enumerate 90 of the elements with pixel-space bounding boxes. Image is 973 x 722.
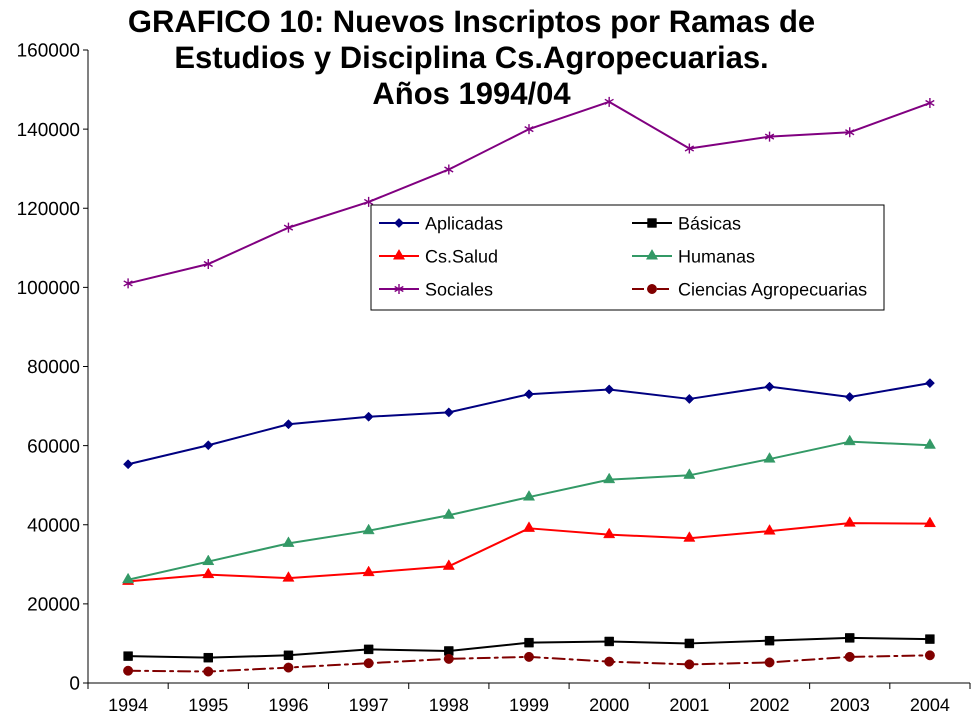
x-tick-label: 2002	[750, 695, 790, 715]
point	[924, 438, 936, 449]
point	[844, 516, 856, 527]
x-tick-label: 1996	[268, 695, 308, 715]
point	[362, 566, 375, 576]
point	[924, 650, 935, 660]
point	[444, 164, 454, 176]
point	[203, 666, 214, 676]
x-tick-label: 2000	[589, 695, 630, 715]
point	[844, 434, 856, 446]
point	[444, 654, 454, 664]
point	[523, 522, 535, 532]
point	[282, 536, 294, 547]
point	[362, 524, 375, 534]
legend-label: Básicas	[678, 213, 742, 234]
point	[764, 524, 776, 535]
point	[604, 96, 614, 108]
point	[203, 258, 214, 270]
point	[442, 560, 455, 570]
point	[604, 636, 614, 646]
legend-label: Aplicadas	[425, 213, 504, 234]
point	[684, 142, 694, 154]
point	[683, 531, 696, 542]
point	[844, 392, 855, 402]
point	[282, 571, 294, 582]
point	[524, 652, 534, 662]
point	[764, 382, 774, 392]
point	[603, 472, 616, 484]
y-tick-label: 160000	[16, 40, 80, 62]
point	[925, 634, 935, 644]
point	[524, 638, 534, 648]
point	[925, 378, 935, 388]
point	[204, 652, 213, 662]
point	[123, 651, 133, 661]
point	[764, 452, 776, 463]
y-tick-label: 60000	[27, 436, 80, 458]
point	[683, 468, 696, 479]
point	[764, 636, 774, 646]
x-tick-label: 1994	[108, 695, 148, 715]
point	[524, 123, 534, 135]
x-tick-label: 1997	[348, 695, 389, 715]
point	[284, 650, 294, 660]
point	[202, 554, 214, 566]
point	[764, 657, 775, 668]
point	[283, 222, 294, 234]
point	[123, 666, 134, 676]
point	[364, 658, 374, 668]
point	[844, 126, 855, 138]
point	[444, 408, 454, 418]
point	[202, 568, 214, 578]
point	[604, 656, 614, 667]
y-tick-label: 120000	[16, 198, 80, 220]
point	[442, 508, 455, 519]
point	[764, 130, 775, 142]
point	[524, 389, 534, 400]
point	[123, 459, 133, 470]
x-tick-label: 1995	[188, 695, 228, 715]
point	[845, 633, 854, 643]
legend-label: Sociales	[425, 279, 494, 300]
point	[203, 440, 214, 450]
chart-title: GRAFICO 10: Nuevos Inscriptos por Ramas de Estudios y Disciplina Cs.Agropecuarias. Años 1994/04	[128, 4, 816, 111]
y-tick-label: 40000	[27, 515, 80, 536]
y-tick-label: 80000	[27, 357, 80, 378]
point	[684, 394, 694, 404]
y-tick-label: 0	[69, 674, 80, 695]
point	[364, 196, 374, 208]
legend-label: Cs.Salud	[425, 246, 498, 266]
point	[684, 659, 694, 670]
legend-label: Humanas	[678, 246, 756, 266]
x-tick-label: 2004	[910, 695, 950, 715]
point	[844, 652, 855, 662]
y-tick-label: 20000	[27, 594, 80, 616]
point	[523, 490, 535, 501]
point	[364, 644, 374, 654]
point	[924, 516, 936, 528]
y-tick-label: 140000	[16, 120, 80, 141]
legend-label: Ciencias Agropecuarias	[678, 279, 868, 300]
point	[924, 97, 935, 109]
x-tick-label: 2001	[669, 695, 710, 715]
point	[604, 384, 614, 394]
x-tick-label: 2003	[830, 695, 870, 715]
point	[123, 278, 134, 290]
point	[603, 528, 616, 538]
x-tick-label: 1999	[508, 695, 550, 715]
point	[283, 662, 294, 673]
point	[684, 638, 694, 648]
point	[284, 419, 294, 430]
point	[364, 412, 374, 422]
x-tick-label: 1998	[428, 695, 469, 715]
y-tick-label: 100000	[16, 278, 80, 300]
